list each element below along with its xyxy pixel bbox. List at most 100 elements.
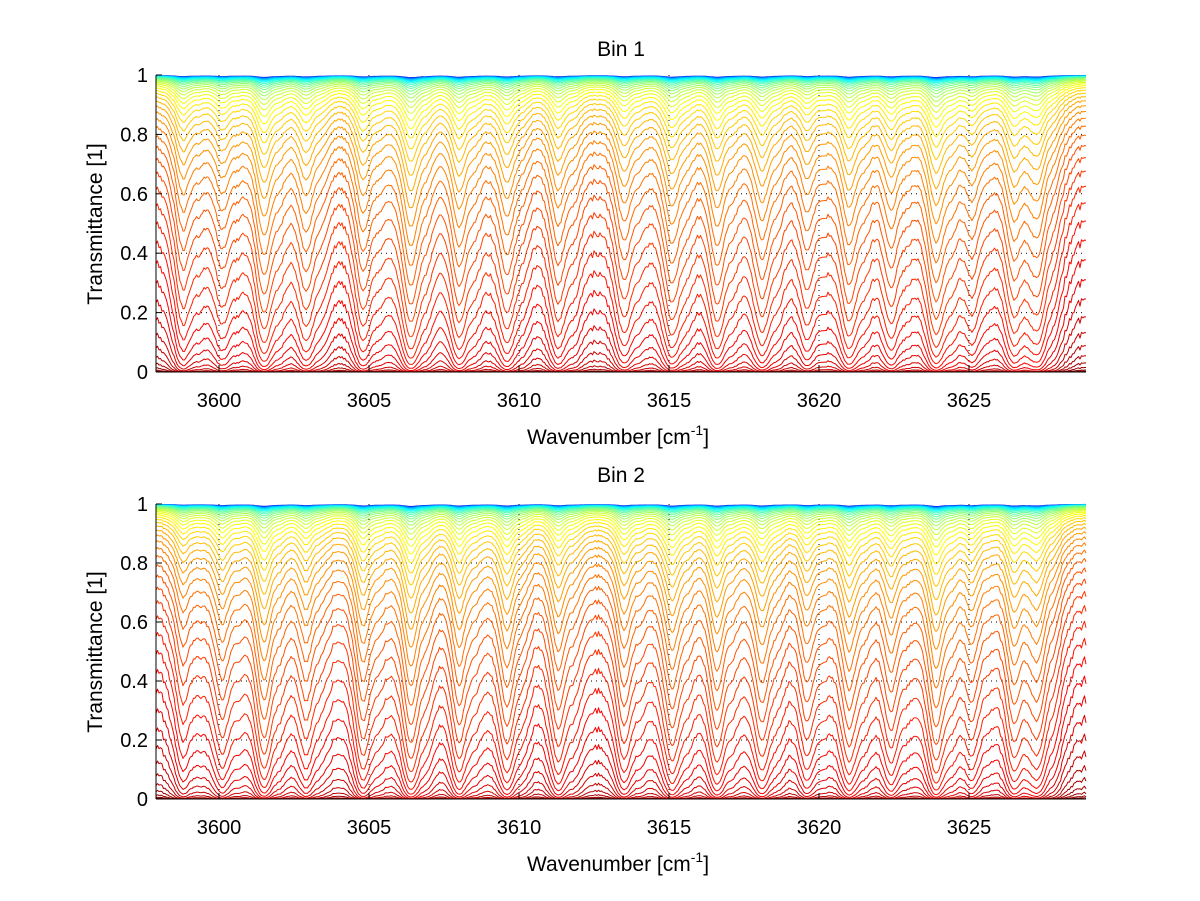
y-tick-label: 0.2 xyxy=(120,730,148,752)
transmittance-series-18 xyxy=(155,513,1087,556)
axes xyxy=(155,503,1086,800)
transmittance-series-34 xyxy=(155,637,1087,791)
transmittance-series-27 xyxy=(155,125,1087,266)
transmittance-series-15 xyxy=(155,80,1086,108)
transmittance-series-10 xyxy=(155,77,1086,89)
transmittance-series-26 xyxy=(155,542,1087,669)
transmittance-series-25 xyxy=(155,110,1086,227)
plot-title: Bin 2 xyxy=(597,464,645,487)
series-group xyxy=(155,75,1087,373)
y-tick-label: 0.6 xyxy=(120,612,148,634)
transmittance-series-19 xyxy=(155,514,1087,565)
transmittance-series-38 xyxy=(155,714,1087,800)
transmittance-series-19 xyxy=(155,87,1086,139)
transmittance-series-28 xyxy=(155,557,1087,709)
transmittance-series-4 xyxy=(155,75,1086,81)
x-axis-label-tail: ] xyxy=(703,426,709,449)
transmittance-series-24 xyxy=(155,105,1087,209)
transmittance-series-28 xyxy=(155,134,1087,286)
x-axis-label-superscript: -1 xyxy=(691,422,704,438)
transmittance-series-7 xyxy=(156,504,1087,512)
y-axis-label: Transmittance [1] xyxy=(84,143,107,304)
transmittance-series-31 xyxy=(155,170,1087,337)
x-tick-label: 3620 xyxy=(797,817,842,839)
y-tick-label: 0 xyxy=(137,789,148,811)
transmittance-series-16 xyxy=(155,81,1087,114)
transmittance-series-14 xyxy=(155,79,1086,103)
series-group xyxy=(155,503,1087,800)
transmittance-series-6 xyxy=(155,504,1087,511)
transmittance-series-30 xyxy=(155,578,1087,745)
transmittance-series-26 xyxy=(155,117,1087,246)
transmittance-series-35 xyxy=(155,656,1087,796)
x-tick-label: 3625 xyxy=(947,390,992,412)
transmittance-series-12 xyxy=(155,78,1086,95)
transmittance-series-8 xyxy=(155,76,1087,85)
transmittance-series-12 xyxy=(155,506,1087,523)
y-tick-label: 1 xyxy=(137,494,148,516)
transmittance-series-13 xyxy=(155,507,1087,527)
transmittance-series-22 xyxy=(155,523,1087,601)
x-axis-label-main: Wavenumber [cm xyxy=(527,426,691,449)
y-tick-label: 0.2 xyxy=(120,303,148,325)
y-tick-label: 0.8 xyxy=(120,553,148,575)
y-tick-label: 0 xyxy=(137,362,148,384)
x-tick-label: 3605 xyxy=(347,817,392,839)
x-tick-label: 3615 xyxy=(647,817,692,839)
transmittance-series-15 xyxy=(155,509,1087,536)
transmittance-series-16 xyxy=(155,510,1087,541)
y-tick-label: 0.4 xyxy=(120,243,148,265)
transmittance-series-29 xyxy=(155,145,1087,305)
transmittance-series-35 xyxy=(155,239,1087,369)
x-axis-label-main: Wavenumber [cm xyxy=(527,853,691,876)
transmittance-series-36 xyxy=(155,675,1087,798)
transmittance-series-27 xyxy=(155,549,1087,689)
x-tick-label: 3625 xyxy=(947,817,992,839)
transmittance-series-13 xyxy=(155,78,1086,99)
transmittance-series-36 xyxy=(155,259,1087,371)
transmittance-series-11 xyxy=(155,77,1086,92)
transmittance-series-37 xyxy=(155,278,1087,372)
transmittance-series-17 xyxy=(155,83,1086,121)
x-axis-label-tail: ] xyxy=(703,853,709,876)
x-axis-label: Wavenumber [cm-1] xyxy=(527,422,709,449)
x-tick-label: 3610 xyxy=(497,817,542,839)
transmittance-series-9 xyxy=(155,505,1087,516)
transmittance-series-30 xyxy=(155,157,1087,322)
transmittance-series-20 xyxy=(155,517,1087,575)
transmittance-series-23 xyxy=(155,100,1087,192)
x-tick-label: 3620 xyxy=(797,390,842,412)
y-tick-label: 0.6 xyxy=(120,184,148,206)
x-tick-label: 3600 xyxy=(197,390,242,412)
x-axis-label: Wavenumber [cm-1] xyxy=(527,849,709,876)
axes xyxy=(155,74,1086,373)
x-axis-label-superscript: -1 xyxy=(691,849,704,865)
y-tick-label: 0.8 xyxy=(120,124,148,146)
transmittance-series-8 xyxy=(156,505,1087,514)
transmittance-series-14 xyxy=(155,508,1087,531)
subplot-bin-2: Bin 2 3600 3605 3610 3615 3620 3625 0 0.2 0.4 0.… xyxy=(84,464,1087,876)
grid xyxy=(156,504,1086,799)
transmittance-series-31 xyxy=(155,591,1087,761)
transmittance-series-39 xyxy=(155,316,1087,373)
y-axis-label: Transmittance [1] xyxy=(84,571,107,732)
transmittance-series-22 xyxy=(155,96,1086,176)
x-tick-label: 3605 xyxy=(347,390,392,412)
y-tick-labels: 0 0.2 0.4 0.6 0.8 1 xyxy=(120,65,148,384)
transmittance-series-29 xyxy=(155,567,1087,728)
transmittance-series-37 xyxy=(155,695,1087,799)
transmittance-series-17 xyxy=(155,511,1087,548)
transmittance-series-23 xyxy=(155,526,1087,616)
x-tick-label: 3600 xyxy=(197,817,242,839)
transmittance-series-20 xyxy=(155,89,1087,150)
transmittance-series-9 xyxy=(155,76,1086,87)
transmittance-series-21 xyxy=(155,92,1086,162)
transmittance-series-32 xyxy=(155,605,1087,774)
subplot-bin-1: Bin 1 3600 3605 3610 3615 3620 3625 0 0.2 0.4 0.… xyxy=(84,38,1087,449)
transmittance-series-7 xyxy=(156,76,1086,84)
x-tick-labels: 3600 3605 3610 3615 3620 3625 xyxy=(197,390,992,412)
plot-title: Bin 1 xyxy=(597,38,645,61)
transmittance-series-33 xyxy=(155,620,1087,784)
y-tick-labels: 0 0.2 0.4 0.6 0.8 1 xyxy=(120,494,148,811)
